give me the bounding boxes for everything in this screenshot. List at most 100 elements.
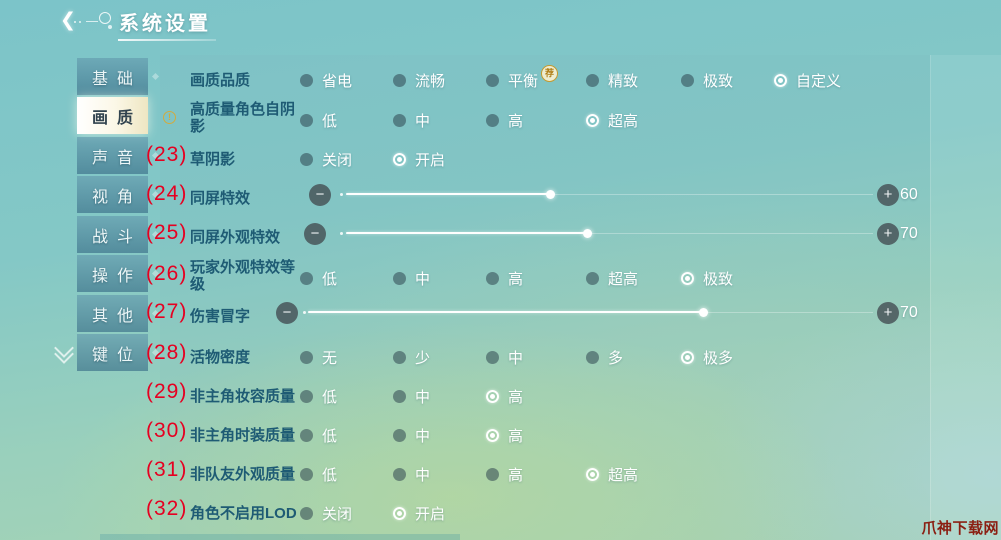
radio-icon[interactable] xyxy=(586,351,599,364)
minus-button[interactable]: − xyxy=(276,302,298,324)
radio-option[interactable]: 省电 xyxy=(300,70,352,91)
radio-option[interactable]: 关闭 xyxy=(300,149,352,170)
slider-thumb[interactable] xyxy=(699,308,708,317)
radio-icon[interactable] xyxy=(393,390,406,403)
radio-option[interactable]: 精致 xyxy=(586,70,638,91)
radio-option[interactable]: 关闭 xyxy=(300,503,352,524)
radio-icon[interactable] xyxy=(300,468,313,481)
radio-icon[interactable] xyxy=(393,429,406,442)
slider-thumb[interactable] xyxy=(546,190,555,199)
radio-icon[interactable] xyxy=(393,351,406,364)
radio-option[interactable]: 低 xyxy=(300,110,337,131)
slider-track[interactable] xyxy=(346,194,873,195)
minus-button[interactable]: − xyxy=(304,223,326,245)
annotation-number: (30) xyxy=(146,419,188,442)
radio-selected-icon[interactable] xyxy=(681,351,694,364)
plus-button[interactable]: + xyxy=(877,223,899,245)
radio-selected-icon[interactable] xyxy=(486,429,499,442)
radio-option-selected[interactable]: 极致 xyxy=(681,268,733,289)
slider-fill[interactable] xyxy=(346,193,550,195)
radio-icon[interactable] xyxy=(300,272,313,285)
radio-option[interactable]: 中 xyxy=(486,347,523,368)
radio-icon[interactable] xyxy=(393,114,406,127)
tab-controls[interactable]: 操作 xyxy=(77,255,148,292)
radio-option[interactable]: 中 xyxy=(393,425,430,446)
radio-icon[interactable] xyxy=(393,468,406,481)
radio-icon[interactable] xyxy=(586,272,599,285)
radio-icon[interactable] xyxy=(486,114,499,127)
minus-button[interactable]: − xyxy=(309,184,331,206)
radio-option-selected[interactable]: 高 xyxy=(486,425,523,446)
slider-fill[interactable] xyxy=(308,311,703,313)
setting-row-nonteam-appearance-quality: (31) 非队友外观质量 低 中 高 超高 xyxy=(0,455,1001,489)
radio-label: 低 xyxy=(322,271,338,288)
radio-option-selected[interactable]: 开启 xyxy=(393,503,445,524)
radio-option[interactable]: 中 xyxy=(393,464,430,485)
radio-option[interactable]: 少 xyxy=(393,347,430,368)
trail-dot-icon xyxy=(74,21,76,23)
tab-sound[interactable]: 声音 xyxy=(77,137,148,174)
radio-icon[interactable] xyxy=(300,114,313,127)
radio-icon[interactable] xyxy=(486,351,499,364)
radio-option-selected[interactable]: 极多 xyxy=(681,347,733,368)
radio-selected-icon[interactable] xyxy=(774,74,787,87)
radio-selected-icon[interactable] xyxy=(681,272,694,285)
radio-option[interactable]: 流畅 xyxy=(393,70,445,91)
radio-option[interactable]: 平衡荐 xyxy=(486,65,564,91)
radio-option[interactable]: 高 xyxy=(486,268,523,289)
slider-track[interactable] xyxy=(346,233,873,234)
radio-option[interactable]: 极致 xyxy=(681,70,733,91)
radio-selected-icon[interactable] xyxy=(393,153,406,166)
plus-button[interactable]: + xyxy=(877,302,899,324)
radio-icon[interactable] xyxy=(486,468,499,481)
tab-other[interactable]: 其他 xyxy=(77,295,148,332)
radio-option[interactable]: 中 xyxy=(393,386,430,407)
annotation-number: (23) xyxy=(146,143,188,166)
radio-icon[interactable] xyxy=(300,507,313,520)
radio-option[interactable]: 高 xyxy=(486,110,523,131)
radio-icon[interactable] xyxy=(393,74,406,87)
plus-button[interactable]: + xyxy=(877,184,899,206)
radio-option[interactable]: 低 xyxy=(300,425,337,446)
tab-combat[interactable]: 战斗 xyxy=(77,216,148,253)
radio-icon[interactable] xyxy=(300,74,313,87)
radio-icon[interactable] xyxy=(300,429,313,442)
radio-option-selected[interactable]: 自定义 xyxy=(774,70,841,91)
radio-option[interactable]: 低 xyxy=(300,386,337,407)
slider-fill[interactable] xyxy=(346,232,587,234)
radio-icon[interactable] xyxy=(300,153,313,166)
radio-option[interactable]: 超高 xyxy=(586,268,638,289)
radio-icon[interactable] xyxy=(486,272,499,285)
radio-selected-icon[interactable] xyxy=(586,468,599,481)
radio-option-selected[interactable]: 超高 xyxy=(586,110,638,131)
radio-icon[interactable] xyxy=(393,272,406,285)
radio-option-selected[interactable]: 开启 xyxy=(393,149,445,170)
radio-icon[interactable] xyxy=(486,74,499,87)
info-icon[interactable]: ! xyxy=(163,111,176,124)
radio-icon[interactable] xyxy=(300,390,313,403)
recommended-badge-icon: 荐 xyxy=(541,65,559,82)
radio-icon[interactable] xyxy=(300,351,313,364)
tab-keybinds[interactable]: 键位 xyxy=(77,334,148,371)
radio-option-selected[interactable]: 高 xyxy=(486,386,523,407)
radio-option-selected[interactable]: 超高 xyxy=(586,464,638,485)
radio-option[interactable]: 高 xyxy=(486,464,523,485)
tab-basic[interactable]: 基础 xyxy=(77,58,148,95)
trail-dot-icon xyxy=(79,21,81,23)
radio-selected-icon[interactable] xyxy=(393,507,406,520)
watermark: 爪神下载网 xyxy=(921,520,999,537)
radio-option[interactable]: 低 xyxy=(300,268,337,289)
radio-icon[interactable] xyxy=(586,74,599,87)
radio-option[interactable]: 多 xyxy=(586,347,623,368)
radio-selected-icon[interactable] xyxy=(486,390,499,403)
radio-icon[interactable] xyxy=(681,74,694,87)
radio-option[interactable]: 中 xyxy=(393,268,430,289)
slider-thumb[interactable] xyxy=(583,229,592,238)
tab-graphics[interactable]: 画质 xyxy=(77,97,148,134)
radio-option[interactable]: 低 xyxy=(300,464,337,485)
radio-option[interactable]: 中 xyxy=(393,110,430,131)
radio-selected-icon[interactable] xyxy=(586,114,599,127)
tab-camera[interactable]: 视角 xyxy=(77,176,148,213)
back-button[interactable]: ❮ xyxy=(60,10,76,31)
radio-option[interactable]: 无 xyxy=(300,347,337,368)
